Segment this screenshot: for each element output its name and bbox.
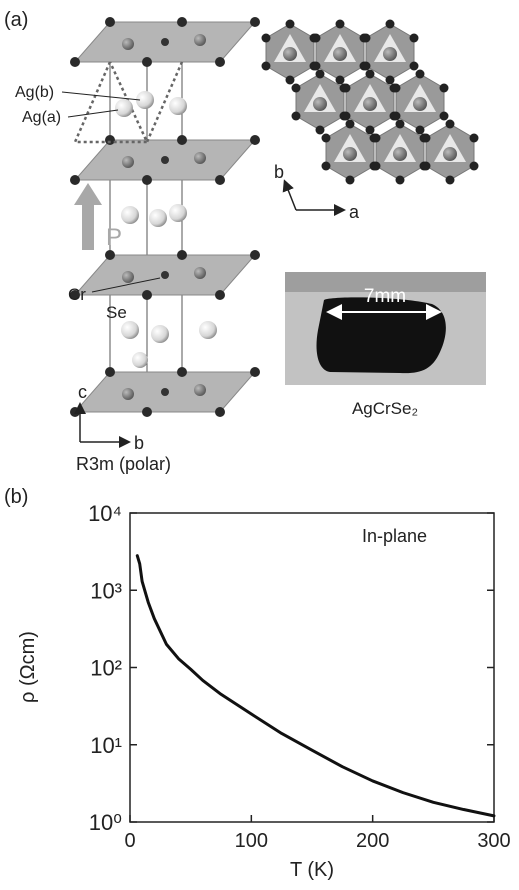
x-tick-label: 0 [124,830,135,852]
pointer [67,109,119,118]
polarization-arrow [74,183,102,250]
resistivity-curve [135,554,496,818]
y-tick-label: 10⁰ [89,810,122,835]
x-tick-label: 300 [477,830,510,852]
axis-a-label: a [349,202,360,222]
axis-b-label: b [274,162,284,182]
y-tick-label: 10⁴ [88,501,122,526]
y-tick-label: 10² [90,656,122,681]
scale-label: 7mm [364,286,406,307]
sample-photo [285,272,486,385]
panel-label: (b) [4,486,28,508]
y-tick-label: 10³ [90,578,122,603]
axis-b-arrow [282,179,297,211]
ruler [285,272,486,292]
pointer [91,277,161,293]
panel-label: (a) [4,9,28,31]
ag-atom [149,209,167,227]
se-label: Se [106,303,127,322]
x-tick-label: 200 [356,830,389,852]
layer [69,249,261,301]
ag-atom [169,204,187,222]
axis-c-label: c [78,382,87,402]
y-tick-label: 10¹ [90,733,122,758]
y-axis-label: ρ (Ωcm) [17,631,39,703]
hex [261,19,319,85]
annotation: In-plane [362,526,427,546]
layer-view [261,19,479,216]
ag-atom [115,99,133,117]
ag-atom [136,91,154,109]
tetrahedron [73,61,149,144]
tetrahedron [145,61,184,143]
space-group: R3m (polar) [76,454,171,474]
ag-atom [121,206,139,224]
cr-label: Cr [68,285,86,304]
plot-frame [129,512,495,823]
x-axis-label: T (K) [290,859,334,881]
ag-atom [151,325,169,343]
ag-atom [132,352,148,368]
axis-b-label: b [134,433,144,453]
polarization-label: P [106,224,122,251]
layer [69,366,261,418]
ag-atom [169,97,187,115]
layer [69,16,261,68]
hex [421,119,479,185]
crystal-sample [316,297,446,374]
ag-atom [121,321,139,339]
photo-caption: AgCrSe₂ [352,399,418,418]
ag-b-label: Ag(b) [15,84,54,101]
crystal-structure [61,16,261,448]
pointer [61,91,141,101]
ag-atom [199,321,217,339]
ag-a-label: Ag(a) [22,109,61,126]
x-tick-label: 100 [235,830,268,852]
